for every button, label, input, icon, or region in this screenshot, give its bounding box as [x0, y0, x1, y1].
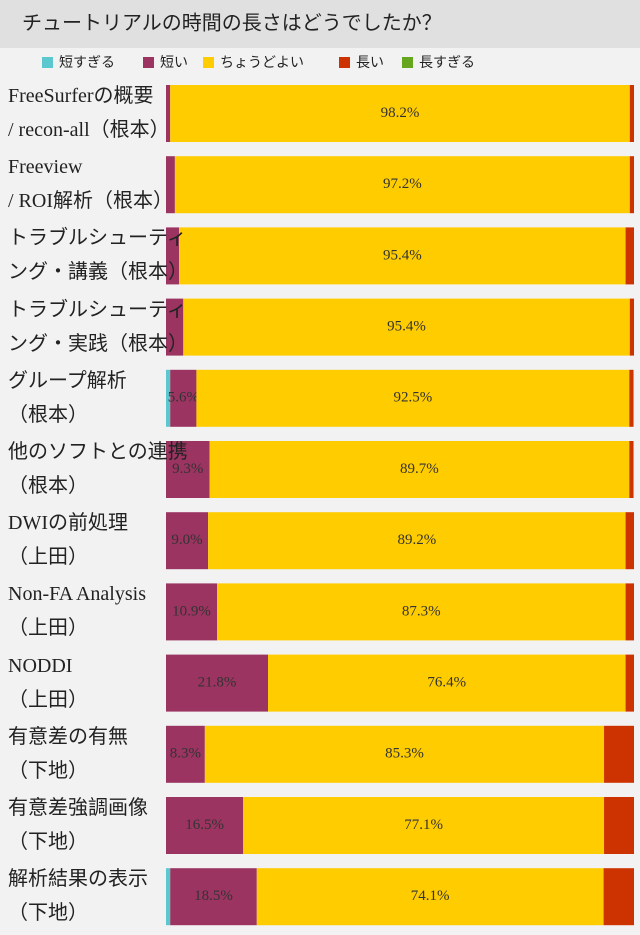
bar-segment [604, 725, 634, 783]
category-label: Freeview / ROI解析（根本） [8, 156, 173, 213]
bar-segment [625, 654, 634, 712]
bar-segment [166, 369, 171, 427]
value-label: 89.7% [400, 461, 439, 477]
bar-segment [604, 797, 634, 854]
bar-segment [183, 298, 630, 356]
bar-segment [166, 441, 210, 498]
value-label: 5.6% [168, 390, 199, 406]
bar-segment [629, 441, 634, 498]
legend-swatch [203, 57, 214, 68]
category-label: 有意差強調画像 （下地） [8, 797, 148, 853]
category-label: NODDI （上田） [8, 654, 88, 711]
bar-segment [170, 369, 197, 427]
bar-segment [166, 583, 218, 641]
category-label: グループ解析 （根本） [8, 369, 127, 426]
value-label: 8.3% [170, 746, 201, 762]
value-label: 98.2% [381, 105, 420, 121]
legend-swatch [143, 57, 154, 68]
bar-segment [603, 868, 634, 926]
bar-segment [629, 298, 634, 356]
category-label: FreeSurferの概要 / recon-all（根本） [8, 85, 170, 141]
value-label: 87.3% [402, 603, 441, 619]
value-label: 21.8% [198, 675, 237, 691]
legend-label: 長い [356, 55, 384, 71]
legend-label: ちょうどよい [220, 55, 304, 71]
legend-label: 長すぎる [419, 55, 475, 71]
bar-segment [629, 369, 634, 427]
value-label: 9.0% [171, 532, 202, 548]
bar-segment [629, 85, 634, 142]
bar-segment [166, 725, 205, 783]
value-label: 74.1% [411, 888, 450, 904]
category-label: DWIの前処理 （上田） [8, 512, 128, 569]
value-label: 18.5% [194, 888, 233, 904]
value-label: 95.4% [387, 319, 426, 335]
bar-segment [217, 583, 626, 641]
bar-segment [625, 583, 634, 641]
legend-label: 短い [160, 55, 188, 71]
bar-segment [204, 725, 605, 783]
value-label: 95.4% [383, 247, 422, 263]
legend-label: 短すぎる [59, 55, 115, 71]
bar-segment [166, 298, 184, 356]
bar-segment [170, 868, 257, 926]
legend-swatch [42, 57, 53, 68]
value-label: 9.3% [172, 461, 203, 477]
bar-segment [209, 441, 630, 498]
value-label: 16.5% [185, 817, 224, 833]
bar-segment [166, 797, 244, 854]
bar-segment [166, 156, 175, 214]
category-label: 有意差の有無 （下地） [8, 725, 128, 782]
bar-segment [625, 512, 634, 570]
bar-segment [166, 868, 171, 926]
bar-segment [268, 654, 626, 712]
bar-segment [174, 156, 630, 214]
legend-swatch [402, 57, 413, 68]
bar-segment [166, 654, 269, 712]
category-label: 解析結果の表示 （下地） [8, 868, 148, 925]
category-label: 他のソフトとの連携 （根本） [8, 441, 188, 497]
value-label: 97.2% [383, 176, 422, 192]
value-label: 89.2% [397, 532, 436, 548]
value-label: 76.4% [427, 675, 466, 691]
bar-segment [625, 227, 634, 285]
legend-swatch [339, 57, 350, 68]
title-bar [0, 0, 640, 48]
chart-title: チュートリアルの時間の長さはどうでしたか？ [22, 11, 442, 35]
bar-segment [166, 85, 171, 142]
bar-segment [196, 369, 630, 427]
bar-segment [170, 85, 630, 142]
bar-segment [179, 227, 626, 285]
bar-segment [256, 868, 604, 926]
value-label: 10.9% [172, 603, 211, 619]
bar-segment [166, 512, 209, 570]
value-label: 77.1% [404, 817, 443, 833]
bar-segment [629, 156, 634, 214]
category-label: トラブルシューティ ング・講義（根本） [8, 227, 188, 284]
category-label: トラブルシューティ ング・実践（根本） [8, 298, 188, 355]
category-label: Non-FA Analysis （上田） [8, 583, 146, 640]
bar-segment [166, 227, 180, 285]
value-label: 92.5% [393, 390, 432, 406]
value-label: 85.3% [385, 746, 424, 762]
bar-segment [208, 512, 626, 570]
bar-segment [243, 797, 605, 854]
